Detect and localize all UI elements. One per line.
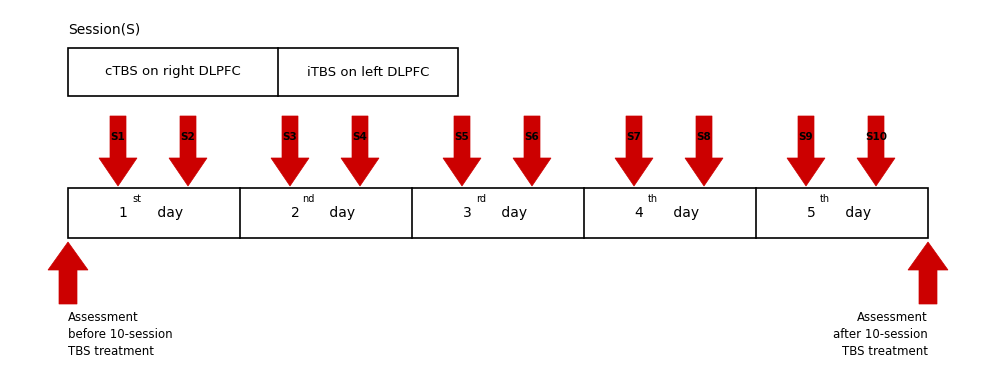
- Polygon shape: [857, 116, 895, 186]
- Polygon shape: [48, 242, 88, 304]
- Text: S4: S4: [353, 132, 367, 142]
- Text: S3: S3: [283, 132, 297, 142]
- Text: th: th: [648, 194, 658, 204]
- Text: day: day: [497, 206, 527, 220]
- Bar: [68, 48, 458, 96]
- Text: iTBS on left DLPFC: iTBS on left DLPFC: [307, 66, 429, 78]
- Text: 1: 1: [119, 206, 127, 220]
- Text: S10: S10: [865, 132, 887, 142]
- Text: S7: S7: [627, 132, 641, 142]
- Polygon shape: [908, 242, 948, 304]
- Text: 5: 5: [807, 206, 815, 220]
- Polygon shape: [443, 116, 481, 186]
- Text: day: day: [153, 206, 183, 220]
- Polygon shape: [615, 116, 653, 186]
- Polygon shape: [341, 116, 379, 186]
- Text: th: th: [820, 194, 830, 204]
- Text: day: day: [325, 206, 355, 220]
- Text: Session(S): Session(S): [68, 22, 140, 36]
- Bar: [68, 188, 928, 238]
- Text: S5: S5: [455, 132, 469, 142]
- Text: 4: 4: [635, 206, 643, 220]
- Text: rd: rd: [476, 194, 486, 204]
- Polygon shape: [99, 116, 137, 186]
- Polygon shape: [169, 116, 207, 186]
- Polygon shape: [513, 116, 551, 186]
- Text: Assessment
before 10-session
TBS treatment: Assessment before 10-session TBS treatme…: [68, 311, 173, 358]
- Text: nd: nd: [303, 194, 315, 204]
- Text: Assessment
after 10-session
TBS treatment: Assessment after 10-session TBS treatmen…: [833, 311, 928, 358]
- Text: S9: S9: [799, 132, 813, 142]
- Polygon shape: [271, 116, 309, 186]
- Text: S1: S1: [111, 132, 125, 142]
- Text: 3: 3: [463, 206, 471, 220]
- Polygon shape: [685, 116, 723, 186]
- Text: 2: 2: [291, 206, 299, 220]
- Text: st: st: [132, 194, 141, 204]
- Text: cTBS on right DLPFC: cTBS on right DLPFC: [105, 66, 241, 78]
- Text: day: day: [669, 206, 699, 220]
- Text: day: day: [841, 206, 871, 220]
- Polygon shape: [787, 116, 825, 186]
- Text: S2: S2: [181, 132, 195, 142]
- Text: S8: S8: [697, 132, 711, 142]
- Text: S6: S6: [525, 132, 539, 142]
